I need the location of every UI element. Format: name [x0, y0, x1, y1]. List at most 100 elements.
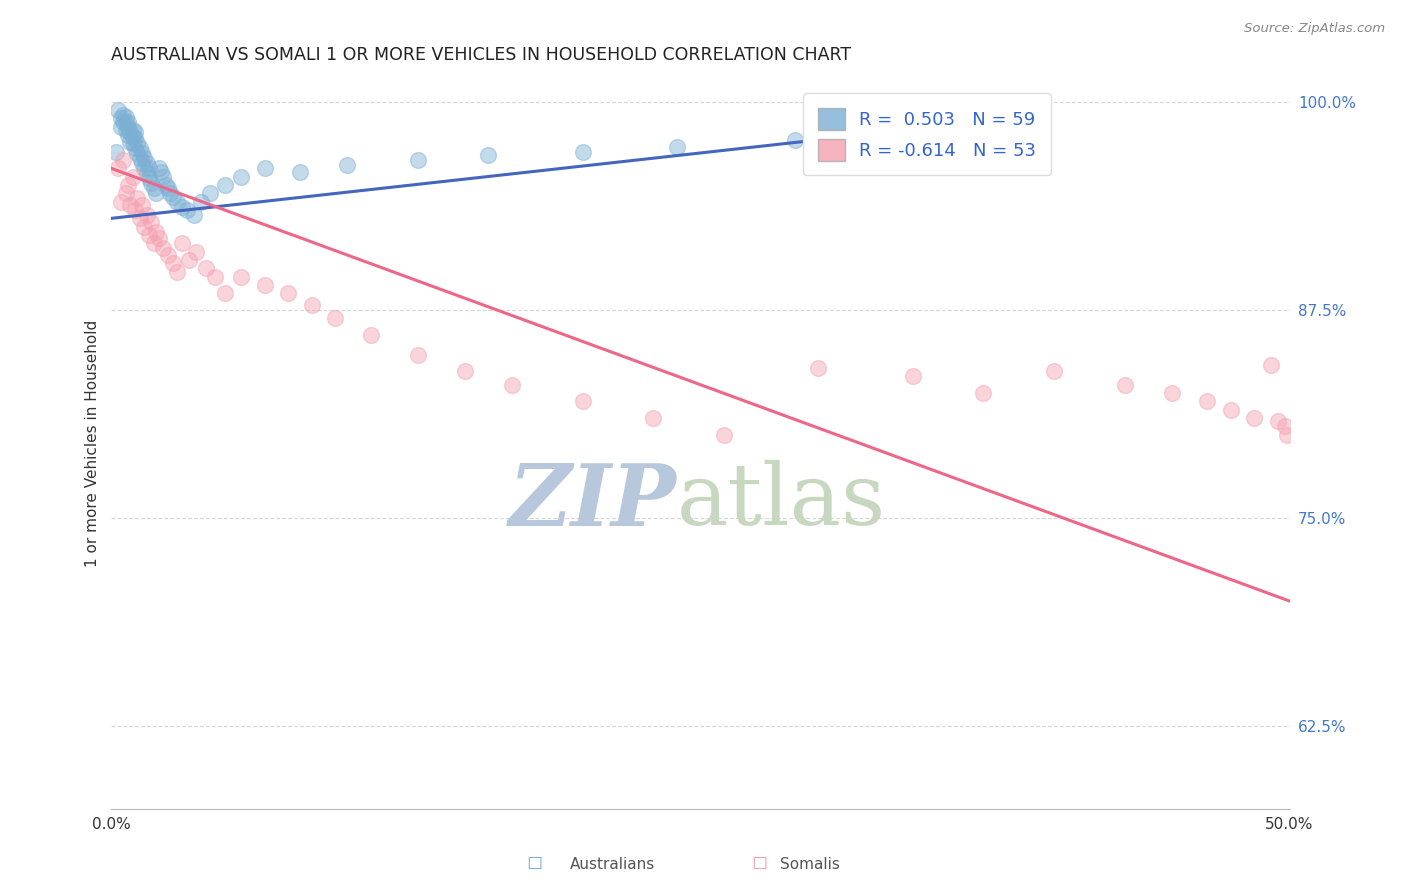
Point: [1219, 402, 1241, 417]
Point: [145, 225, 167, 239]
Point: [204, 269, 226, 284]
Point: [1274, 419, 1296, 434]
Point: [121, 169, 143, 184]
Point: [477, 148, 499, 162]
Point: [117, 115, 139, 129]
Point: [107, 103, 129, 118]
Point: [117, 121, 139, 136]
Point: [1275, 427, 1298, 442]
Text: ◻: ◻: [751, 854, 768, 872]
Point: [131, 146, 153, 161]
Point: [155, 178, 177, 192]
Point: [156, 181, 179, 195]
Point: [1043, 364, 1066, 378]
Point: [1195, 394, 1218, 409]
Point: [105, 145, 128, 159]
Point: [120, 135, 142, 149]
Text: ◻: ◻: [526, 854, 543, 872]
Point: [112, 115, 135, 129]
Point: [152, 169, 174, 184]
Point: [135, 166, 157, 180]
Point: [124, 125, 146, 139]
Point: [323, 311, 346, 326]
Point: [571, 145, 593, 159]
Point: [124, 131, 146, 145]
Point: [127, 191, 149, 205]
Y-axis label: 1 or more Vehicles in Household: 1 or more Vehicles in Household: [86, 319, 100, 566]
Point: [253, 161, 276, 176]
Point: [128, 152, 150, 166]
Point: [110, 194, 132, 209]
Point: [110, 120, 132, 134]
Point: [1260, 358, 1282, 372]
Point: [135, 156, 157, 170]
Point: [156, 248, 179, 262]
Text: atlas: atlas: [676, 460, 886, 543]
Point: [200, 186, 222, 201]
Point: [117, 128, 139, 142]
Point: [138, 161, 160, 176]
Point: [1160, 386, 1182, 401]
Point: [124, 141, 146, 155]
Point: [128, 211, 150, 226]
Point: [112, 153, 135, 167]
Point: [190, 194, 212, 209]
Point: [183, 208, 205, 222]
Point: [229, 169, 252, 184]
Point: [120, 125, 142, 139]
Point: [135, 208, 157, 222]
Point: [134, 152, 156, 166]
Point: [176, 202, 198, 217]
Point: [134, 161, 156, 176]
Point: [121, 123, 143, 137]
Point: [131, 198, 153, 212]
Point: [360, 327, 382, 342]
Point: [925, 125, 948, 139]
Point: [141, 177, 163, 191]
Point: [114, 186, 136, 201]
Point: [288, 165, 311, 179]
Point: [110, 112, 132, 126]
Point: [166, 264, 188, 278]
Point: [142, 236, 165, 251]
Point: [301, 298, 323, 312]
Point: [643, 411, 665, 425]
Point: [783, 133, 806, 147]
Point: [138, 171, 160, 186]
Text: AUSTRALIAN VS SOMALI 1 OR MORE VEHICLES IN HOUSEHOLD CORRELATION CHART: AUSTRALIAN VS SOMALI 1 OR MORE VEHICLES …: [111, 46, 852, 64]
Text: Source: ZipAtlas.com: Source: ZipAtlas.com: [1244, 22, 1385, 36]
Point: [1243, 411, 1265, 425]
Point: [406, 348, 429, 362]
Point: [571, 394, 593, 409]
Point: [229, 269, 252, 284]
Text: Australians: Australians: [569, 857, 655, 872]
Point: [148, 231, 170, 245]
Point: [186, 244, 208, 259]
Point: [114, 116, 136, 130]
Point: [142, 181, 165, 195]
Point: [159, 186, 181, 201]
Point: [901, 369, 924, 384]
Point: [166, 194, 188, 209]
Point: [138, 227, 160, 242]
Point: [141, 214, 163, 228]
Point: [114, 110, 136, 124]
Point: [152, 241, 174, 255]
Point: [112, 108, 135, 122]
Point: [162, 190, 184, 204]
Point: [713, 427, 735, 442]
Point: [127, 146, 149, 161]
Point: [214, 286, 236, 301]
Point: [120, 198, 142, 212]
Text: Somalis: Somalis: [780, 857, 841, 872]
Point: [1114, 377, 1136, 392]
Point: [454, 364, 477, 378]
Point: [114, 123, 136, 137]
Point: [121, 136, 143, 151]
Point: [107, 161, 129, 176]
Point: [127, 136, 149, 151]
Point: [149, 165, 172, 179]
Point: [214, 178, 236, 192]
Point: [162, 256, 184, 270]
Point: [807, 361, 830, 376]
